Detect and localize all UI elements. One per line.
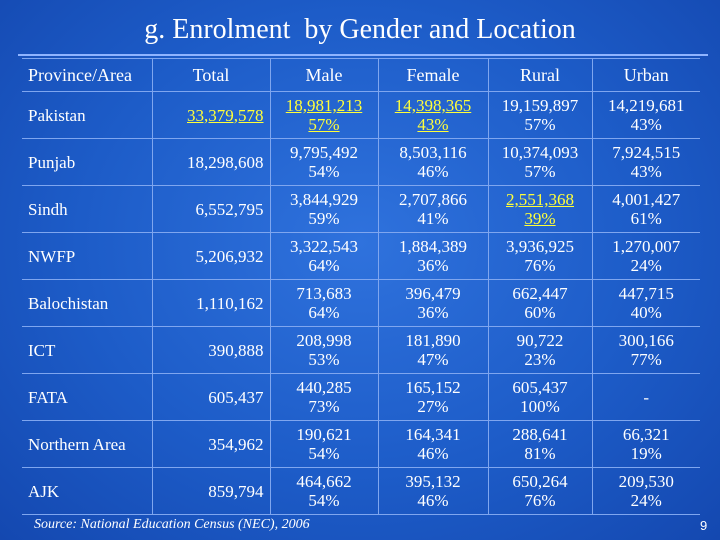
female-cell: 2,707,866 41% (377, 185, 488, 233)
rural-cell: 288,641 81% (487, 420, 592, 468)
female-cell: 396,479 36% (377, 279, 488, 327)
total-cell: 354,962 (151, 420, 270, 468)
rural-cell: 10,374,093 57% (487, 138, 592, 186)
rural-cell: 662,447 60% (487, 279, 592, 327)
urban-cell: 1,270,007 24% (591, 232, 700, 280)
province-cell: Sindh (22, 185, 152, 233)
header-province: Province/Area (22, 58, 152, 92)
female-cell: 164,341 46% (377, 420, 488, 468)
urban-cell: 447,715 40% (591, 279, 700, 327)
table-row: FATA 605,437 440,285 73% 165,152 27% 605,4… (22, 373, 700, 421)
province-cell: ICT (22, 326, 152, 374)
total-cell: 859,794 (151, 467, 270, 515)
rural-cell: 2,551,368 39% (487, 185, 592, 233)
table-header-row: Province/Area Total Male Female Rural Ur… (22, 58, 700, 92)
rural-cell: 19,159,897 57% (487, 91, 592, 139)
province-cell: Punjab (22, 138, 152, 186)
table-row: ICT 390,888 208,998 53% 181,890 47% 90,722… (22, 326, 700, 374)
total-cell: 390,888 (151, 326, 270, 374)
table-row: AJK 859,794 464,662 54% 395,132 46% 650,26… (22, 467, 700, 515)
province-cell: AJK (22, 467, 152, 515)
total-cell: 33,379,578 (151, 91, 270, 139)
title-divider (18, 54, 708, 56)
rural-cell: 90,722 23% (487, 326, 592, 374)
male-cell: 18,981,213 57% (269, 91, 378, 139)
rural-cell: 650,264 76% (487, 467, 592, 515)
total-cell: 6,552,795 (151, 185, 270, 233)
male-cell: 208,998 53% (269, 326, 378, 374)
table-row: Balochistan 1,110,162 713,683 64% 396,479… (22, 279, 700, 327)
province-cell: FATA (22, 373, 152, 421)
table-row: Punjab 18,298,608 9,795,492 54% 8,503,116… (22, 138, 700, 186)
table-row: Northern Area 354,962 190,621 54% 164,341… (22, 420, 700, 468)
urban-cell: 300,166 77% (591, 326, 700, 374)
urban-cell: 66,321 19% (591, 420, 700, 468)
slide-title: g. Enrolment by Gender and Location (144, 14, 576, 45)
source-note: Source: National Education Census (NEC),… (34, 517, 310, 532)
header-rural: Rural (487, 58, 592, 92)
header-male: Male (269, 58, 378, 92)
urban-cell: 4,001,427 61% (591, 185, 700, 233)
female-cell: 14,398,365 43% (377, 91, 488, 139)
province-cell: Northern Area (22, 420, 152, 468)
total-cell: 1,110,162 (151, 279, 270, 327)
table-row: NWFP 5,206,932 3,322,543 64% 1,884,389 36%… (22, 232, 700, 280)
female-cell: 1,884,389 36% (377, 232, 488, 280)
header-female: Female (377, 58, 488, 92)
total-cell: 18,298,608 (151, 138, 270, 186)
male-cell: 464,662 54% (269, 467, 378, 515)
urban-cell: 209,530 24% (591, 467, 700, 515)
header-total: Total (151, 58, 270, 92)
table-row: Pakistan 33,379,578 18,981,213 57% 14,398… (22, 91, 700, 139)
header-urban: Urban (591, 58, 700, 92)
female-cell: 165,152 27% (377, 373, 488, 421)
table-row: Sindh 6,552,795 3,844,929 59% 2,707,866 41… (22, 185, 700, 233)
rural-cell: 605,437 100% (487, 373, 592, 421)
female-cell: 395,132 46% (377, 467, 488, 515)
province-cell: Pakistan (22, 91, 152, 139)
province-cell: NWFP (22, 232, 152, 280)
total-cell: 5,206,932 (151, 232, 270, 280)
male-cell: 3,844,929 59% (269, 185, 378, 233)
page-number: 9 (700, 518, 708, 533)
male-cell: 3,322,543 64% (269, 232, 378, 280)
rural-cell: 3,936,925 76% (487, 232, 592, 280)
female-cell: 8,503,116 46% (377, 138, 488, 186)
male-cell: 190,621 54% (269, 420, 378, 468)
urban-cell: - (591, 373, 700, 421)
female-cell: 181,890 47% (377, 326, 488, 374)
enrolment-table: Province/Area Total Male Female Rural Ur… (22, 58, 700, 515)
male-cell: 440,285 73% (269, 373, 378, 421)
urban-cell: 7,924,515 43% (591, 138, 700, 186)
province-cell: Balochistan (22, 279, 152, 327)
urban-cell: 14,219,681 43% (591, 91, 700, 139)
male-cell: 713,683 64% (269, 279, 378, 327)
male-cell: 9,795,492 54% (269, 138, 378, 186)
total-cell: 605,437 (151, 373, 270, 421)
